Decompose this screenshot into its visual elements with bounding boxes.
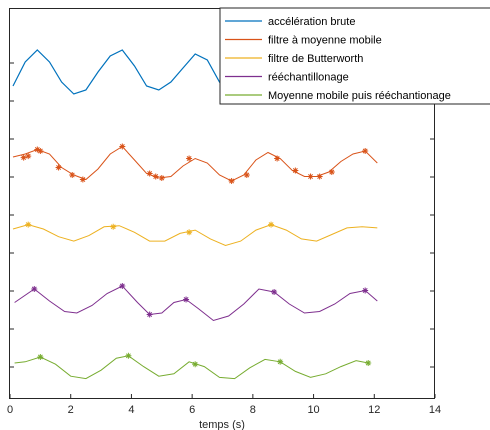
series-4-marker-6	[362, 287, 369, 294]
marker-layer	[20, 143, 372, 368]
series-4-marker-1	[31, 286, 38, 292]
series-3-marker-2	[110, 223, 117, 230]
series-2-marker-14	[243, 172, 250, 178]
x-tick-label-4: 4	[128, 404, 134, 416]
series-5-marker-1	[37, 354, 44, 360]
legend-box	[219, 7, 490, 105]
legend-label-1: accélération brute	[268, 16, 355, 28]
series-2-marker-11	[158, 175, 165, 181]
x-tick-layer: 0 2 4 6 8 10 12 14	[7, 394, 441, 416]
series-line-4	[14, 285, 378, 322]
series-3-marker-1	[25, 221, 32, 228]
series-2-marker-13	[228, 178, 235, 184]
legend-label-5: Moyenne mobile puis rééchantionage	[268, 90, 451, 102]
series-2-marker-19	[328, 169, 335, 175]
series-2-marker-7	[79, 176, 86, 183]
series-2-marker-16	[292, 167, 299, 174]
x-tick-label-2: 2	[68, 404, 74, 416]
legend: accélération brute filtre à moyenne mobil…	[219, 7, 490, 105]
series-2-marker-2	[25, 153, 32, 160]
legend-label-4: rééchantillonage	[268, 72, 349, 84]
series-3-marker-3	[186, 229, 193, 236]
series-2-marker-10	[152, 173, 159, 180]
series-4-marker-2	[119, 283, 126, 289]
series-2-marker-9	[146, 170, 153, 177]
series-2-marker-4	[37, 148, 44, 154]
series-2-marker-20	[362, 148, 369, 154]
series-4-marker-3	[146, 311, 153, 318]
x-tick-label-0: 0	[7, 404, 13, 416]
series-line-3	[12, 224, 378, 247]
series-4-marker-4	[183, 296, 190, 303]
x-tick-label-8: 8	[250, 404, 256, 416]
x-tick-label-12: 12	[368, 404, 380, 416]
series-2-marker-17	[307, 173, 314, 180]
series-5-marker-4	[277, 358, 284, 365]
series-2-marker-6	[69, 172, 76, 178]
series-line-1	[12, 49, 226, 95]
legend-label-2: filtre à moyenne mobile	[268, 35, 382, 47]
series-2-marker-12	[186, 155, 193, 162]
x-tick-label-10: 10	[307, 404, 319, 416]
series-2-marker-18	[316, 173, 323, 180]
series-2-marker-5	[55, 164, 62, 171]
series-line-5	[14, 355, 369, 380]
series-2-marker-8	[119, 143, 126, 150]
x-tick-label-6: 6	[189, 404, 195, 416]
legend-label-3: filtre de Butterworth	[268, 53, 363, 65]
series-4-marker-5	[271, 289, 278, 295]
x-axis-title: temps (s)	[199, 419, 245, 430]
legend-items: accélération brute filtre à moyenne mobil…	[225, 16, 451, 102]
series-3-marker-4	[268, 221, 275, 228]
x-tick-label-14: 14	[429, 404, 441, 416]
series-2-marker-1	[20, 154, 27, 161]
series-2-marker-15	[274, 155, 281, 162]
series-5-marker-3	[192, 361, 199, 368]
series-5-marker-5	[365, 360, 372, 366]
series-5-marker-2	[125, 352, 132, 359]
series-2-marker-3	[34, 146, 41, 153]
